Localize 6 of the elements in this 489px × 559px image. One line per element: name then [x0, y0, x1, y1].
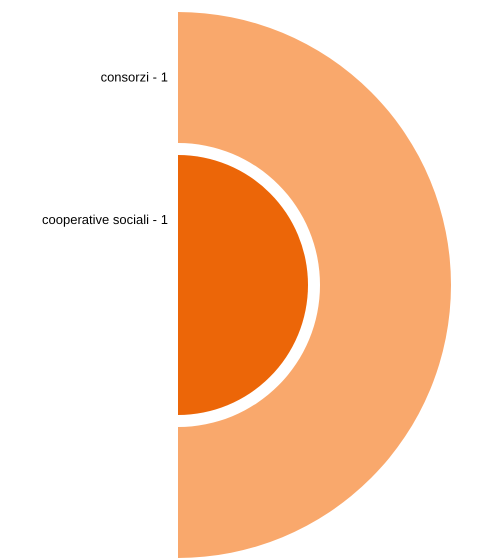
- text: -: [152, 212, 157, 227]
- data-label: 1: [160, 212, 168, 227]
- category-label: consorzi: [100, 70, 150, 84]
- data-label: 1: [160, 70, 168, 84]
- text: -: [152, 70, 157, 84]
- category-label: cooperative sociali: [42, 212, 150, 227]
